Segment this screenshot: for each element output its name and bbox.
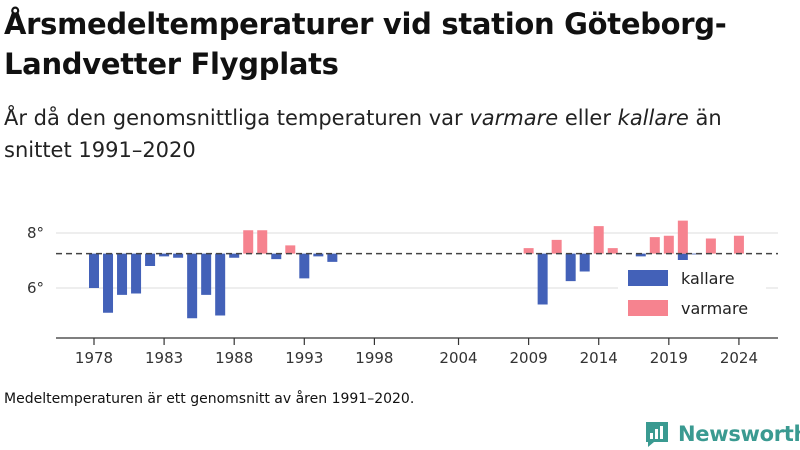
bars <box>89 220 744 319</box>
bar-kallare-1991 <box>271 253 282 260</box>
bar-kallare-1983 <box>159 253 170 257</box>
y-tick-label: 6° <box>27 279 44 297</box>
subtitle-text-1: År då den genomsnittliga temperaturen va… <box>4 106 470 130</box>
x-tick-label: 1978 <box>75 349 113 367</box>
bar-kallare-1988 <box>229 253 240 258</box>
legend-swatch-varmare <box>628 300 668 316</box>
grid: 6° 8° <box>27 224 778 297</box>
subtitle-kallare: kallare <box>617 106 689 130</box>
x-tick-label: 2014 <box>580 349 618 367</box>
x-tick-label: 2004 <box>439 349 477 367</box>
legend: kallare varmare <box>618 260 766 328</box>
bar-varmare-1990 <box>257 230 268 254</box>
brand-name: Newsworthy <box>678 422 800 446</box>
x-tick-label: 1993 <box>285 349 323 367</box>
bar-kallare-1993 <box>299 253 310 279</box>
x-tick-label: 2009 <box>510 349 548 367</box>
x-tick-label: 1983 <box>145 349 183 367</box>
bar-varmare-2014 <box>593 226 604 254</box>
bar-varmare-2024 <box>733 235 744 254</box>
x-tick-label: 1988 <box>215 349 253 367</box>
bar-kallare-2012 <box>565 253 576 282</box>
x-tick-label: 2019 <box>650 349 688 367</box>
legend-label-varmare: varmare <box>681 299 748 318</box>
bar-kallare-2010 <box>537 253 548 305</box>
bar-chart-logo-icon <box>646 422 668 447</box>
bar-kallare-1980 <box>117 253 128 295</box>
bar-varmare-2019 <box>663 235 674 254</box>
x-tick-label: 1998 <box>355 349 393 367</box>
bar-kallare-2020 <box>677 253 688 261</box>
bar-varmare-1992 <box>285 245 296 254</box>
bar-kallare-1981 <box>131 253 142 294</box>
bar-kallare-1994 <box>313 253 324 257</box>
bar-kallare-2013 <box>579 253 590 272</box>
bar-varmare-2018 <box>649 237 660 254</box>
subtitle-text-3: än snittet 1991–2020 <box>4 106 722 162</box>
y-tick-label: 8° <box>27 224 44 242</box>
chart-title: Årsmedeltemperaturer vid station Götebor… <box>4 7 727 81</box>
x-axis: 1978 1983 1988 1993 1998 2004 2009 2014 2019 2024 <box>56 337 778 367</box>
brand-logo: Newsworthy <box>644 418 800 450</box>
bar-kallare-2017 <box>635 253 646 257</box>
bar-kallare-1978 <box>89 253 99 288</box>
legend-label-kallare: kallare <box>681 269 735 288</box>
subtitle-varmare: varmare <box>469 106 559 130</box>
bar-kallare-1987 <box>215 253 226 316</box>
bar-kallare-1979 <box>103 253 114 313</box>
legend-swatch-kallare <box>628 270 668 286</box>
bar-varmare-2009 <box>523 248 534 254</box>
subtitle-text-2: eller <box>558 106 618 130</box>
x-tick-label: 2024 <box>720 349 758 367</box>
bar-varmare-2020 <box>677 220 688 254</box>
bar-varmare-2022 <box>705 238 716 254</box>
chart-subtitle: År då den genomsnittliga temperaturen va… <box>4 102 794 166</box>
bar-varmare-2015 <box>607 248 618 254</box>
bar-varmare-1989 <box>243 230 254 254</box>
bar-kallare-1984 <box>173 253 184 258</box>
bar-kallare-1995 <box>327 253 338 262</box>
bar-kallare-1986 <box>201 253 212 295</box>
footnote: Medeltemperaturen är ett genomsnitt av å… <box>4 391 415 407</box>
temperature-bar-chart: 6° 8° 1978 1983 1988 1993 1998 2004 2009 2014 201… <box>27 220 778 367</box>
bar-kallare-1982 <box>145 253 156 266</box>
bar-kallare-1985 <box>187 253 198 319</box>
bar-varmare-2011 <box>551 239 562 254</box>
